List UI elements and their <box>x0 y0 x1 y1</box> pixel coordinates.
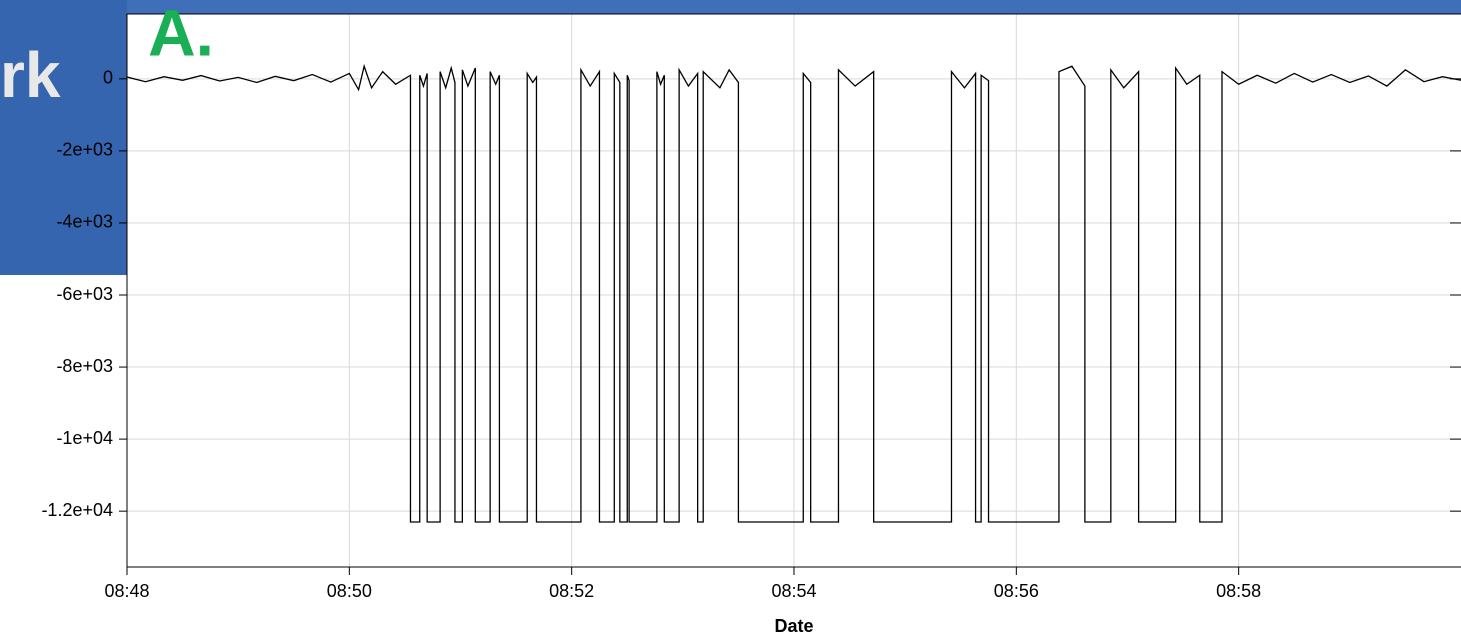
y-tick-label: -6e+03 <box>56 284 113 304</box>
y-tick-label: -8e+03 <box>56 356 113 376</box>
annotation: rk <box>0 39 61 111</box>
plot-frame <box>126 13 1461 568</box>
y-tick-label: -1.2e+04 <box>41 500 113 520</box>
x-axis-label: Date <box>774 616 813 636</box>
data-line <box>126 63 1461 523</box>
x-tick-label: 08:50 <box>327 581 372 601</box>
x-tick-label: 08:48 <box>104 581 149 601</box>
y-tick-label: 0 <box>103 68 113 88</box>
annotation: A. <box>148 0 214 69</box>
y-tick-label: -2e+03 <box>56 140 113 160</box>
x-tick-label: 08:58 <box>1216 581 1261 601</box>
x-tick-label: 08:52 <box>549 581 594 601</box>
background-panel <box>0 0 127 275</box>
x-tick-label: 08:56 <box>994 581 1039 601</box>
x-tick-label: 08:54 <box>771 581 816 601</box>
y-tick-label: -1e+04 <box>56 428 113 448</box>
y-tick-label: -4e+03 <box>56 212 113 232</box>
background-strip <box>0 0 1461 14</box>
